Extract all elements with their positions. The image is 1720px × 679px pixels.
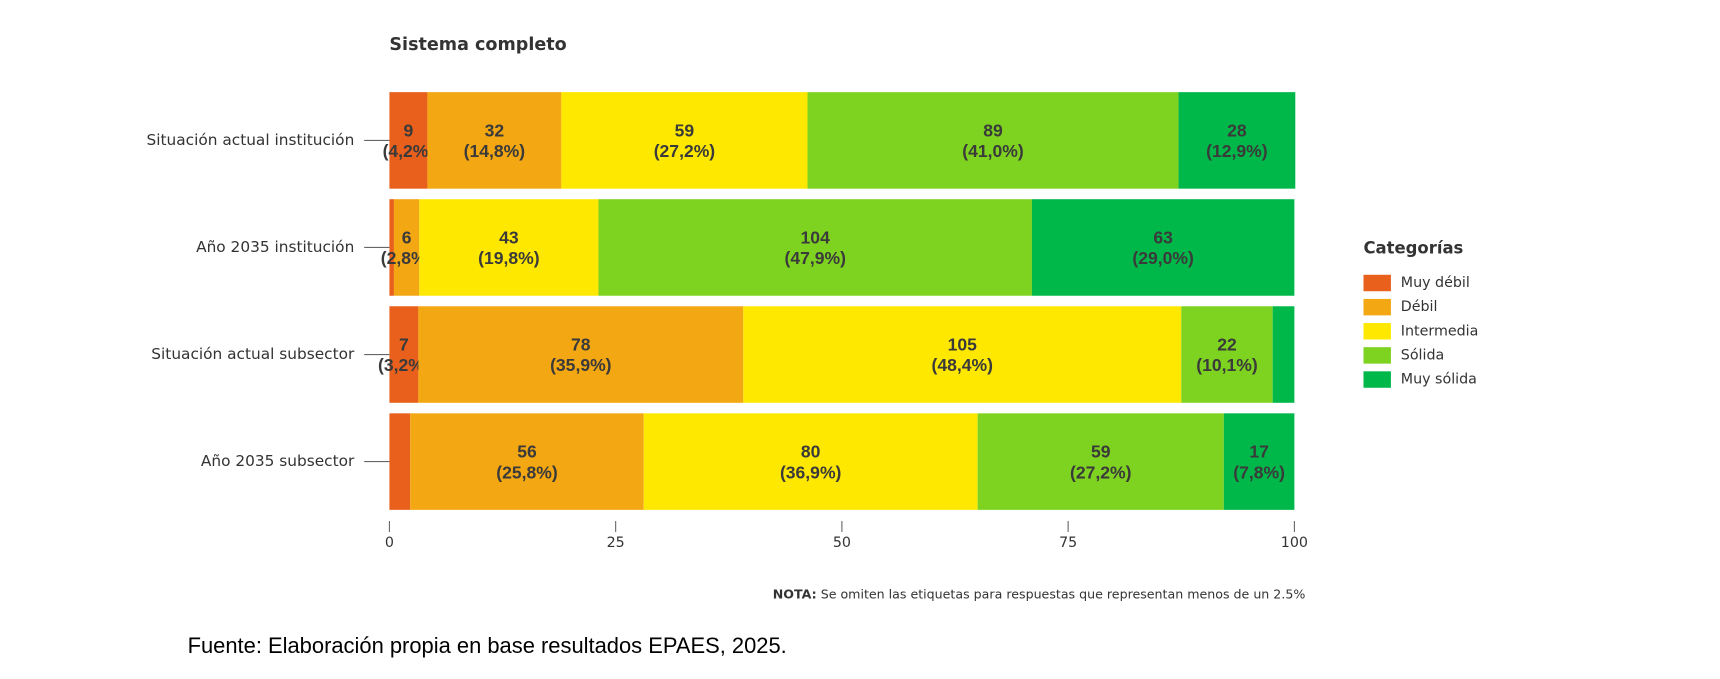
count-label: 6 [402,227,412,247]
legend-label: Sólida [1401,347,1444,363]
count-label: 28 [1227,120,1247,140]
bar-segment [977,413,1224,510]
count-label: 78 [571,334,591,354]
y-tick-label: Situación actual institución [147,131,355,149]
count-label: 80 [801,441,821,461]
count-label: 22 [1217,334,1237,354]
x-tick-label: 25 [607,535,625,551]
value-label: (35,9%) [550,355,611,375]
legend-label: Intermedia [1401,323,1479,339]
value-label: (7,8%) [1233,462,1285,482]
legend-swatch [1363,371,1391,388]
x-tick-label: 0 [385,535,394,551]
bar-segment [389,92,428,189]
bar-segment [418,306,744,403]
count-label: 56 [517,441,537,461]
x-tick-label: 75 [1059,535,1077,551]
count-label: 59 [1091,441,1111,461]
bar-segment [410,413,644,510]
legend-label: Muy débil [1401,275,1470,291]
y-tick-label: Año 2035 institución [196,238,354,256]
legend-label: Muy sólida [1401,372,1477,388]
legend-title: Categorías [1363,239,1463,258]
value-label: (10,1%) [1196,355,1257,375]
count-label: 105 [948,334,978,354]
bar-segment [389,306,419,403]
value-label: (29,0%) [1132,248,1193,268]
x-tick-label: 50 [833,535,851,551]
bar-segment [1223,413,1295,510]
value-label: (41,0%) [962,141,1023,161]
bar-segment [1181,306,1273,403]
source: Fuente: Elaboración propia en base resul… [188,633,787,658]
bar-segment [598,199,1032,296]
bar-segment [1272,306,1295,403]
legend-swatch [1363,298,1391,316]
bar-segment [561,92,808,189]
bar-segment [393,199,420,296]
count-label: 89 [983,120,1003,140]
value-label: (27,2%) [1070,462,1131,482]
value-label: (27,2%) [654,141,715,161]
value-label: (14,8%) [464,141,525,161]
legend-label: Débil [1401,299,1438,315]
value-label: (47,9%) [784,248,845,268]
legend-swatch [1363,274,1391,292]
count-label: 7 [399,334,409,354]
count-label: 104 [801,227,831,247]
y-tick-label: Año 2035 subsector [201,452,355,470]
bar-segment [419,199,599,296]
bar-segment [1178,92,1296,189]
bar-segment [1031,199,1295,296]
note-text: Se omiten las etiquetas para respuestas … [821,586,1306,601]
note-label: NOTA: [773,586,817,601]
value-label: (19,8%) [478,248,539,268]
bar-segment [389,199,394,296]
value-label: (4,2%) [383,141,435,161]
count-label: 43 [499,227,519,247]
bar-segment [807,92,1179,189]
y-tick-label: Situación actual subsector [151,345,355,363]
count-label: 32 [485,120,505,140]
value-label: (36,9%) [780,462,841,482]
value-label: (25,8%) [496,462,557,482]
note: NOTA: Se omiten las etiquetas para respu… [773,586,1306,601]
count-label: 63 [1153,227,1173,247]
count-label: 9 [404,120,414,140]
legend-swatch [1363,347,1391,364]
value-label: (12,9%) [1206,141,1267,161]
legend-swatch [1363,323,1391,340]
count-label: 59 [675,120,695,140]
count-label: 17 [1249,441,1269,461]
bar-segment [389,413,411,510]
bar-segment [743,306,1182,403]
value-label: (48,4%) [932,355,993,375]
x-tick-label: 100 [1281,535,1308,551]
value-label: (3,2%) [378,355,430,375]
bar-segment [643,413,978,510]
bar-segment [427,92,562,189]
chart-title: Sistema completo [389,35,566,55]
